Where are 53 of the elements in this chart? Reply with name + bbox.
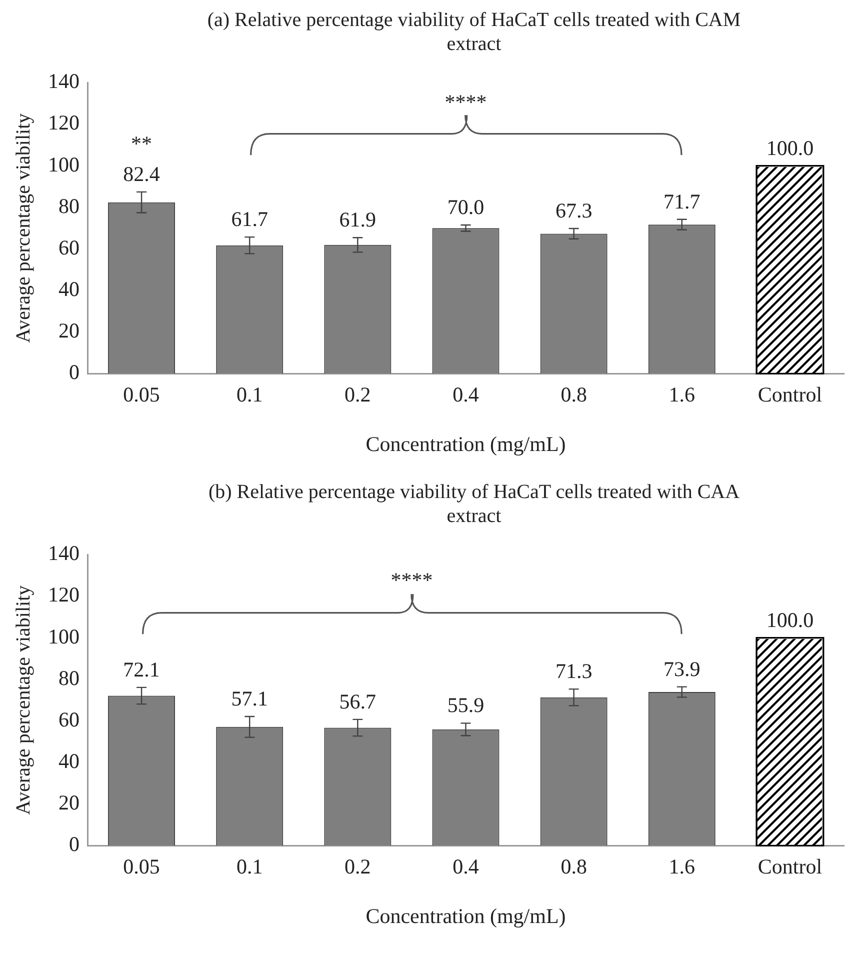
y-tick-label: 120 bbox=[48, 110, 80, 135]
y-tick-label: 100 bbox=[48, 624, 80, 648]
y-axis-title: Average percentage viability bbox=[12, 585, 34, 815]
annotation: **** bbox=[444, 90, 487, 114]
y-tick-label: 40 bbox=[58, 276, 80, 301]
y-tick-label: 140 bbox=[48, 69, 80, 94]
data-label: 55.9 bbox=[447, 693, 484, 718]
annotation: **** bbox=[390, 568, 433, 592]
y-tick-label: 60 bbox=[58, 707, 80, 732]
data-label: 57.1 bbox=[231, 686, 268, 711]
y-tick-label: 60 bbox=[58, 235, 80, 260]
y-tick-label: 100 bbox=[48, 152, 80, 176]
x-tick-label: 0.2 bbox=[344, 854, 371, 879]
y-tick-label: 40 bbox=[58, 748, 80, 773]
x-tick-label: Control bbox=[758, 854, 822, 879]
x-tick-label: 0.2 bbox=[344, 382, 371, 407]
data-label: 82.4 bbox=[123, 162, 160, 186]
data-label: 67.3 bbox=[555, 198, 592, 223]
y-tick-label: 80 bbox=[58, 194, 80, 218]
x-tick-label: 0.4 bbox=[452, 854, 480, 879]
x-tick-label: Control bbox=[758, 382, 822, 407]
data-label: 72.1 bbox=[123, 657, 160, 682]
x-tick-label: 0.4 bbox=[452, 382, 480, 407]
x-tick-label: 0.1 bbox=[236, 854, 263, 879]
y-tick-label: 0 bbox=[69, 832, 80, 856]
data-label: 71.3 bbox=[555, 659, 592, 684]
chart-title: (b) Relative percentage viability of HaCaT cells treated with CAA extract bbox=[207, 480, 741, 529]
data-label: 73.9 bbox=[664, 656, 700, 681]
data-label: 61.9 bbox=[339, 208, 376, 232]
data-label: 100.0 bbox=[766, 608, 814, 632]
y-tick-label: 0 bbox=[69, 360, 80, 384]
x-axis-title: Concentration (mg/mL) bbox=[366, 432, 566, 456]
y-tick-label: 20 bbox=[58, 790, 80, 815]
x-tick-label: 1.6 bbox=[668, 382, 696, 407]
y-tick-label: 140 bbox=[48, 541, 80, 566]
data-label: 100.0 bbox=[766, 136, 814, 160]
y-axis-title: Average percentage viability bbox=[12, 113, 34, 343]
x-axis-title: Concentration (mg/mL) bbox=[366, 904, 566, 928]
x-tick-label: 0.8 bbox=[560, 854, 587, 879]
x-tick-label: 0.8 bbox=[560, 382, 587, 407]
annotation: ** bbox=[131, 131, 152, 156]
data-label: 61.7 bbox=[231, 207, 268, 232]
chart-title: (a) Relative percentage viability of HaCaT cells treated with CAM extract bbox=[206, 8, 742, 57]
x-tick-label: 1.6 bbox=[668, 854, 696, 879]
data-label: 70.0 bbox=[447, 195, 484, 219]
y-tick-label: 20 bbox=[58, 318, 80, 343]
y-tick-label: 120 bbox=[48, 582, 80, 607]
x-tick-label: 0.05 bbox=[123, 382, 160, 407]
y-tick-label: 80 bbox=[58, 666, 80, 690]
data-label: 56.7 bbox=[339, 689, 376, 714]
x-tick-label: 0.1 bbox=[236, 382, 263, 407]
data-label: 71.7 bbox=[664, 189, 700, 214]
x-tick-label: 0.05 bbox=[123, 854, 160, 879]
